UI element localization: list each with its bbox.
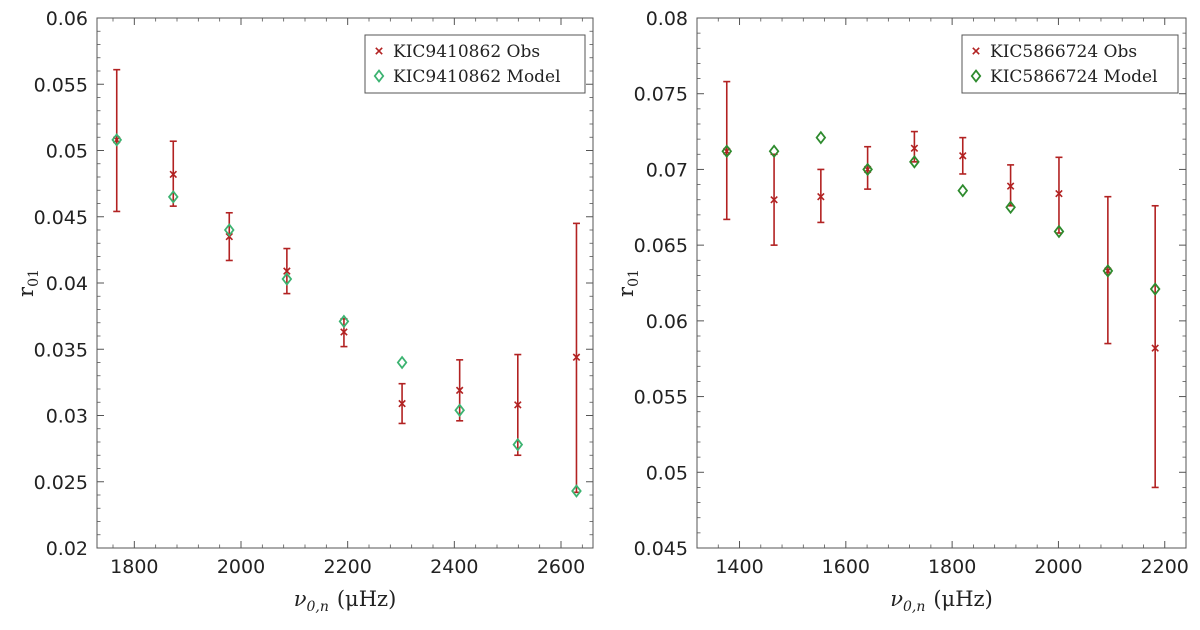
model-point (512, 437, 524, 452)
y-tick-label: 0.055 (634, 387, 688, 409)
y-tick-label: 0.045 (634, 538, 688, 560)
legend-label-model: KIC5866724 Model (990, 67, 1158, 87)
series-model (111, 133, 582, 498)
model-point (957, 183, 969, 198)
y-tick-label: 0.06 (646, 311, 688, 333)
model-point (1102, 264, 1114, 278)
plot-frame (96, 17, 594, 549)
model-point (223, 223, 235, 237)
model-point (768, 144, 780, 159)
model-point (167, 190, 179, 204)
observed-point (340, 328, 348, 336)
y-tick-label: 0.05 (46, 141, 88, 163)
observed-point (817, 192, 825, 201)
x-tick-label: 1400 (715, 556, 763, 578)
observed-point (1006, 182, 1015, 190)
observed-point (1055, 189, 1063, 198)
observed-point (958, 152, 967, 160)
legend-box (961, 34, 1179, 94)
error-bar (864, 145, 872, 190)
x-tick-label: 1800 (928, 556, 976, 578)
model-point (909, 154, 920, 169)
chart-panel-2: 0.045 0.05 0.055 0.06 0.065 0.07 0.075 0.08 1400… (614, 8, 1189, 615)
y-tick-label: 0.06 (46, 8, 88, 30)
legend-label-model: KIC9410862 Model (393, 67, 561, 87)
observed-point (455, 386, 464, 395)
observed-point (1151, 344, 1159, 352)
y-tick-label: 0.02 (46, 538, 88, 560)
y-tick-label: 0.035 (34, 339, 88, 361)
y-tick-label: 0.075 (634, 84, 688, 106)
model-point (862, 162, 873, 177)
y-tick-label: 0.045 (34, 207, 88, 229)
model-point (571, 484, 582, 498)
legend: KIC9410862 Obs KIC9410862 Model (364, 34, 586, 94)
legend-label-observed: KIC9410862 Obs (393, 42, 540, 62)
legend-box (364, 34, 586, 94)
x-tick-label: 2200 (323, 556, 371, 578)
observed-point (514, 401, 522, 409)
x-tick-label: 2400 (430, 556, 478, 578)
y-tick-label: 0.04 (46, 273, 88, 295)
x-tick-label: 2000 (1034, 556, 1082, 578)
x-tick-label: 1800 (110, 556, 158, 578)
y-tick-label: 0.055 (34, 74, 88, 96)
y-tick-label: 0.08 (646, 8, 688, 30)
x-axis-label: ν0,n (μHz) (890, 587, 993, 615)
observed-point (283, 267, 291, 275)
legend-label-observed: KIC5866724 Obs (990, 42, 1137, 62)
series-observed (112, 68, 581, 494)
observed-point (572, 353, 581, 361)
observed-point (169, 170, 178, 179)
legend: KIC5866724 Obs KIC5866724 Model (961, 34, 1179, 94)
y-axis-label: r01 (614, 269, 642, 297)
series-observed (722, 80, 1159, 489)
model-point (721, 144, 733, 159)
plot-frame (696, 17, 1187, 549)
y-tick-label: 0.065 (634, 235, 688, 257)
y-tick-label: 0.05 (646, 462, 688, 484)
y-tick-label: 0.025 (34, 472, 88, 494)
y-tick-label: 0.03 (46, 406, 88, 428)
x-tick-label: 1600 (822, 556, 870, 578)
observed-point (770, 195, 778, 204)
error-bar (1151, 204, 1159, 489)
model-point (815, 130, 827, 145)
legend-marker-model (373, 69, 385, 83)
model-point (454, 403, 466, 418)
model-point (281, 272, 293, 286)
model-point (396, 355, 408, 370)
model-point (1053, 224, 1065, 239)
chart-panel-1: 0.02 0.025 0.03 0.035 0.04 0.045 0.05 0.055 0.06… (14, 8, 594, 615)
observed-point (398, 399, 406, 408)
x-axis-label: ν0,n (μHz) (294, 587, 397, 615)
series-model (721, 130, 1161, 296)
legend-marker-observed (375, 47, 383, 55)
model-point (111, 133, 123, 147)
x-tick-label: 2000 (217, 556, 265, 578)
y-axis-label: r01 (14, 269, 42, 297)
model-point (1005, 200, 1016, 215)
legend-marker-model (970, 69, 982, 83)
observed-point (910, 144, 919, 152)
legend-marker-observed (972, 47, 980, 55)
model-point (338, 314, 350, 329)
x-tick-label: 2200 (1141, 556, 1189, 578)
y-tick-label: 0.07 (646, 159, 688, 181)
x-tick-label: 2600 (537, 556, 585, 578)
model-point (1149, 282, 1161, 296)
